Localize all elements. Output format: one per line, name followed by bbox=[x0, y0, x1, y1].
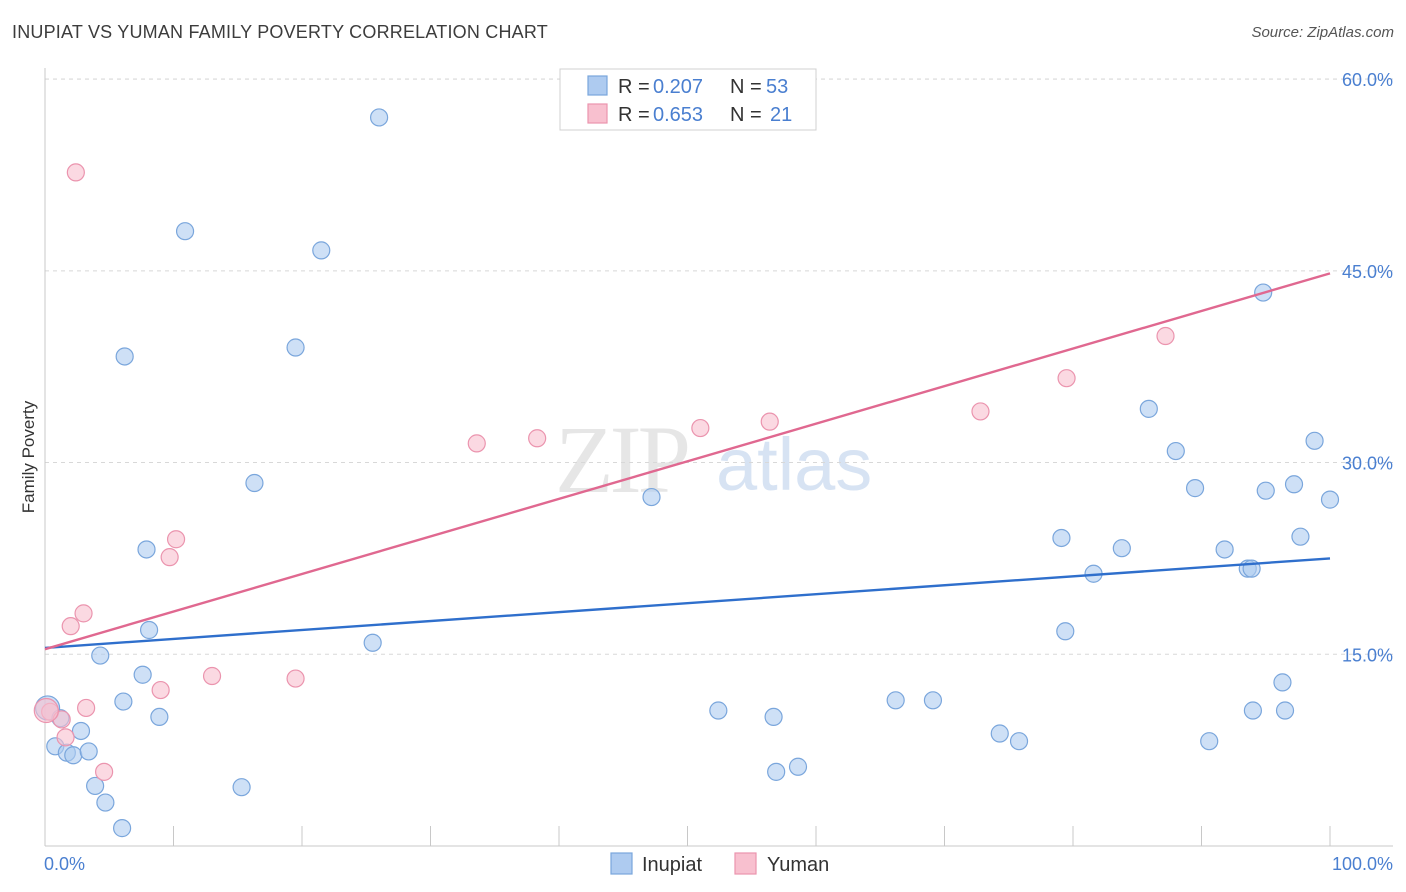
y-tick-labels: 15.0% 30.0% 45.0% 60.0% bbox=[1342, 70, 1393, 665]
point-yuman-6 bbox=[77, 698, 96, 718]
point-yuman-20 bbox=[33, 697, 59, 724]
y-tick-label-2: 45.0% bbox=[1342, 262, 1393, 282]
bottom-legend-label-inupiat: Inupiat bbox=[642, 854, 702, 876]
point-inupiat-40 bbox=[1200, 732, 1219, 751]
legend-n-label-inupiat: N = bbox=[730, 76, 762, 98]
point-yuman-7 bbox=[95, 762, 114, 781]
point-inupiat-12 bbox=[133, 665, 152, 684]
point-inupiat-46 bbox=[1256, 481, 1275, 500]
legend-r-value-inupiat: 0.207 bbox=[653, 76, 703, 98]
bottom-legend-label-yuman: Yuman bbox=[767, 854, 829, 876]
bottom-legend-swatch-yuman bbox=[734, 852, 757, 875]
point-inupiat-44 bbox=[1243, 701, 1263, 720]
point-inupiat-22 bbox=[363, 633, 382, 652]
point-inupiat-16 bbox=[175, 222, 195, 241]
point-yuman-17 bbox=[971, 402, 990, 421]
point-yuman-5 bbox=[74, 604, 93, 623]
point-inupiat-26 bbox=[764, 707, 783, 727]
point-inupiat-29 bbox=[886, 691, 905, 710]
point-inupiat-20 bbox=[286, 338, 305, 357]
data-points bbox=[33, 108, 1340, 838]
point-yuman-10 bbox=[151, 680, 170, 700]
point-yuman-2 bbox=[56, 728, 75, 747]
point-yuman-14 bbox=[528, 429, 547, 448]
legend-swatch-inupiat bbox=[587, 75, 608, 96]
point-inupiat-17 bbox=[112, 819, 132, 838]
point-inupiat-24 bbox=[642, 487, 661, 507]
legend-r-value-yuman: 0.653 bbox=[653, 104, 703, 126]
trend-line-yuman bbox=[44, 272, 1331, 651]
point-inupiat-27 bbox=[767, 762, 786, 781]
point-inupiat-33 bbox=[1052, 528, 1071, 548]
point-inupiat-11 bbox=[115, 347, 134, 366]
point-yuman-19 bbox=[1156, 326, 1175, 346]
point-yuman-9 bbox=[166, 530, 186, 549]
point-yuman-16 bbox=[760, 412, 779, 431]
point-inupiat-32 bbox=[1009, 732, 1029, 751]
watermark: ZIP atlas bbox=[555, 406, 872, 513]
point-inupiat-23 bbox=[370, 108, 389, 127]
y-axis-title: Family Poverty bbox=[19, 400, 38, 513]
point-yuman-4 bbox=[66, 163, 85, 182]
legend: R = 0.207 N = 53 R = 0.653 N = 21 bbox=[559, 68, 817, 131]
watermark-zip: ZIP bbox=[555, 406, 688, 513]
point-inupiat-51 bbox=[1305, 431, 1324, 450]
chart-title: INUPIAT VS YUMAN FAMILY POVERTY CORRELAT… bbox=[12, 22, 548, 42]
point-inupiat-5 bbox=[79, 742, 98, 761]
y-tick-label-3: 60.0% bbox=[1342, 70, 1393, 90]
watermark-atlas: atlas bbox=[716, 423, 872, 506]
point-inupiat-15 bbox=[150, 707, 169, 727]
trend-lines bbox=[44, 272, 1331, 651]
legend-r-label-yuman: R = bbox=[618, 104, 650, 126]
point-inupiat-6 bbox=[71, 721, 91, 741]
point-inupiat-19 bbox=[245, 473, 264, 493]
point-yuman-12 bbox=[286, 669, 305, 688]
point-inupiat-9 bbox=[114, 692, 133, 711]
point-inupiat-41 bbox=[1215, 540, 1234, 559]
point-yuman-18 bbox=[1057, 369, 1076, 388]
point-yuman-3 bbox=[61, 617, 80, 636]
point-inupiat-4 bbox=[64, 746, 83, 765]
trend-line-inupiat bbox=[44, 557, 1331, 650]
point-inupiat-8 bbox=[96, 793, 115, 812]
point-yuman-13 bbox=[467, 434, 486, 453]
y-tick-label-0: 15.0% bbox=[1342, 645, 1393, 665]
x-tick-label-0: 0.0% bbox=[44, 854, 85, 874]
point-inupiat-52 bbox=[1320, 490, 1340, 509]
bottom-legend-swatch-inupiat bbox=[610, 852, 633, 875]
point-inupiat-50 bbox=[1291, 527, 1310, 546]
legend-n-value-yuman: 21 bbox=[770, 104, 792, 126]
point-inupiat-34 bbox=[1056, 622, 1075, 641]
point-inupiat-31 bbox=[990, 724, 1009, 743]
point-inupiat-30 bbox=[923, 691, 943, 710]
point-yuman-15 bbox=[691, 418, 710, 438]
point-inupiat-14 bbox=[139, 620, 159, 640]
point-inupiat-13 bbox=[137, 540, 156, 559]
point-yuman-8 bbox=[160, 548, 179, 567]
point-inupiat-28 bbox=[788, 757, 808, 776]
x-tick-labels: 0.0% 100.0% bbox=[44, 854, 1393, 874]
point-inupiat-36 bbox=[1112, 539, 1131, 558]
legend-n-label-yuman: N = bbox=[730, 104, 762, 126]
point-inupiat-18 bbox=[232, 778, 251, 797]
y-tick-label-1: 30.0% bbox=[1342, 454, 1393, 474]
point-inupiat-47 bbox=[1273, 673, 1292, 692]
point-inupiat-39 bbox=[1185, 479, 1205, 498]
point-inupiat-7 bbox=[86, 776, 105, 796]
point-yuman-11 bbox=[202, 666, 222, 686]
point-inupiat-38 bbox=[1166, 441, 1185, 461]
point-inupiat-21 bbox=[312, 241, 331, 260]
source-credit: Source: ZipAtlas.com bbox=[1251, 24, 1394, 41]
legend-swatch-yuman bbox=[587, 103, 608, 124]
legend-n-value-inupiat: 53 bbox=[766, 76, 788, 98]
point-inupiat-37 bbox=[1139, 399, 1158, 418]
point-inupiat-25 bbox=[709, 701, 728, 720]
point-inupiat-49 bbox=[1284, 475, 1304, 494]
legend-r-label-inupiat: R = bbox=[618, 76, 650, 98]
bottom-legend: Inupiat Yuman bbox=[610, 852, 829, 876]
point-inupiat-10 bbox=[91, 646, 110, 665]
point-inupiat-48 bbox=[1275, 701, 1295, 720]
x-tick-label-1: 100.0% bbox=[1332, 854, 1393, 874]
